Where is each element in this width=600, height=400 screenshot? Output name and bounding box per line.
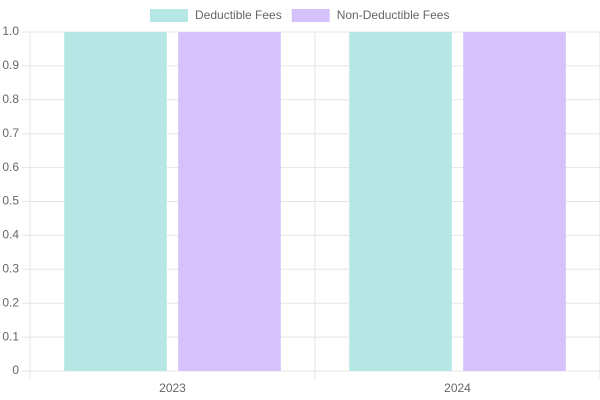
y-tick-label: 0.9 [2,58,19,72]
bar [349,32,452,371]
y-tick-label: 0.3 [2,261,19,275]
bar [64,32,167,371]
y-tick-label: 0.8 [2,92,19,106]
bar [178,32,281,371]
y-tick-label: 0.4 [2,228,19,242]
legend-swatch [291,9,330,22]
legend-label: Non-Deductible Fees [337,8,450,22]
y-tick-label: 1.0 [2,24,19,38]
legend-label: Deductible Fees [195,8,282,22]
y-tick-label: 0.5 [2,194,19,208]
y-tick-label: 0.6 [2,160,19,174]
y-tick-label: 0 [12,363,19,377]
legend-swatch [150,9,188,22]
bar [463,32,566,371]
x-tick-label: 2023 [159,381,186,395]
y-tick-label: 0.2 [2,295,19,309]
y-tick-label: 0.1 [2,329,19,343]
y-tick-label: 0.7 [2,126,19,140]
x-tick-label: 2024 [444,381,471,395]
